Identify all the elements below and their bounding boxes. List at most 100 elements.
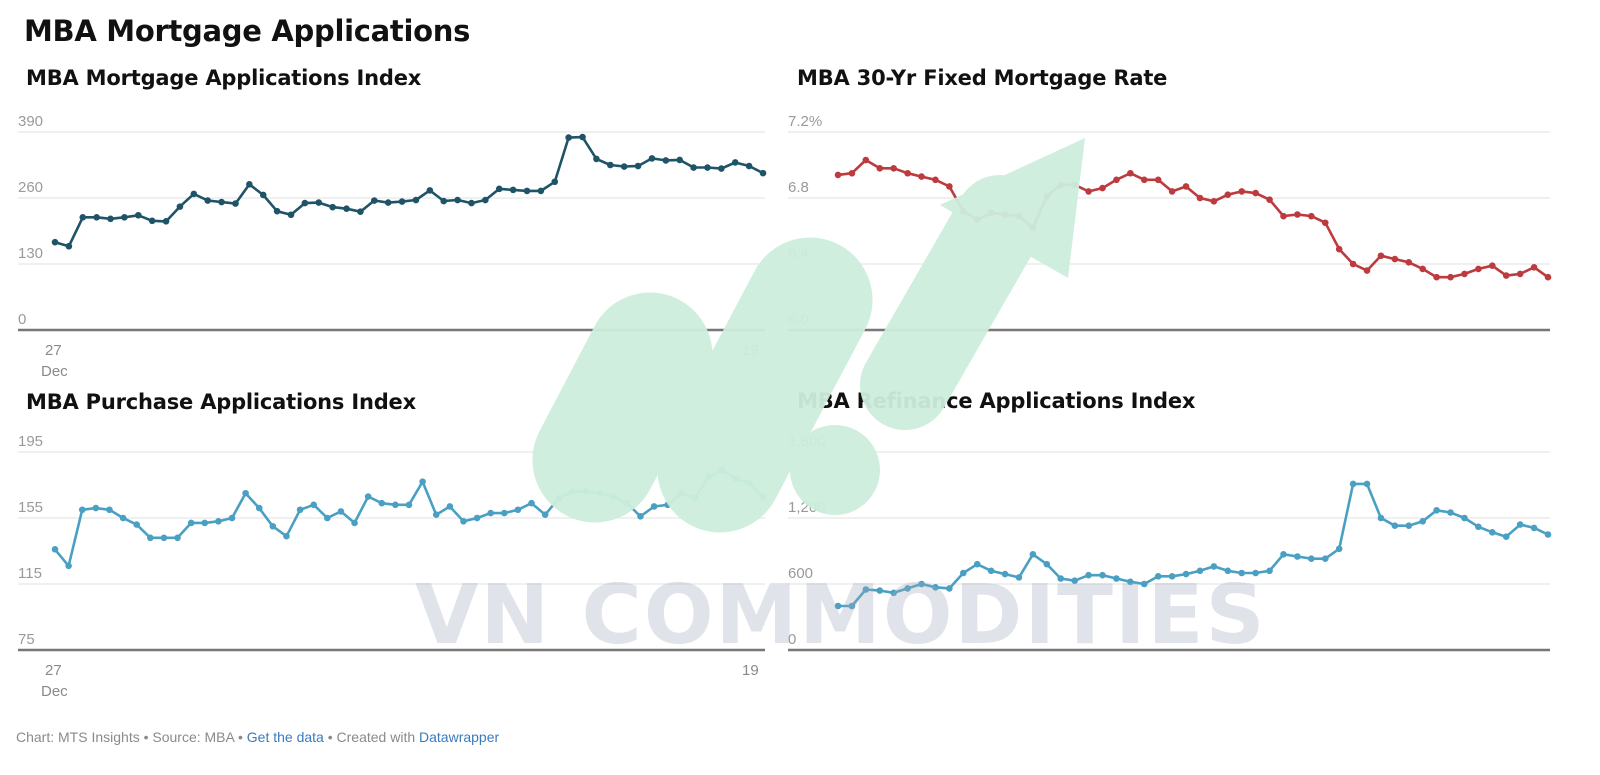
data-point bbox=[565, 134, 572, 141]
data-point bbox=[932, 176, 939, 184]
data-point bbox=[440, 197, 448, 205]
data-point bbox=[718, 165, 725, 172]
data-point bbox=[1280, 212, 1287, 220]
data-point bbox=[834, 602, 842, 610]
data-point bbox=[228, 514, 236, 522]
data-point bbox=[1530, 524, 1538, 532]
data-point bbox=[351, 519, 358, 527]
data-point bbox=[704, 164, 711, 171]
data-point bbox=[1391, 255, 1399, 263]
data-point bbox=[1099, 571, 1106, 579]
data-point bbox=[959, 569, 967, 577]
data-point bbox=[1321, 219, 1329, 227]
data-point bbox=[1224, 191, 1232, 198]
data-point bbox=[1266, 567, 1273, 575]
data-point bbox=[1377, 252, 1385, 260]
data-point bbox=[1335, 245, 1343, 253]
data-point bbox=[946, 183, 953, 190]
data-point bbox=[537, 187, 545, 195]
data-point bbox=[862, 586, 870, 593]
data-point bbox=[1113, 575, 1120, 582]
data-point bbox=[269, 522, 277, 530]
data-point bbox=[1489, 262, 1496, 269]
data-point bbox=[1057, 575, 1065, 582]
data-point bbox=[1544, 531, 1552, 538]
data-point bbox=[1516, 270, 1524, 278]
data-point bbox=[946, 585, 953, 592]
data-point bbox=[1085, 571, 1092, 579]
data-point bbox=[468, 199, 475, 207]
y-tick-label: 1,800 bbox=[788, 433, 826, 450]
data-point bbox=[904, 169, 911, 177]
data-point bbox=[1516, 521, 1524, 528]
data-point bbox=[1530, 264, 1538, 271]
data-point bbox=[759, 493, 767, 500]
data-point bbox=[78, 506, 86, 514]
data-point bbox=[650, 503, 658, 510]
data-point bbox=[343, 205, 350, 212]
y-tick-label: 6.4 bbox=[788, 245, 809, 262]
data-point bbox=[514, 506, 522, 514]
data-point bbox=[107, 215, 114, 223]
data-point bbox=[876, 165, 884, 172]
data-point bbox=[904, 585, 911, 592]
data-point bbox=[378, 499, 386, 507]
data-point bbox=[283, 532, 290, 540]
data-point bbox=[106, 506, 113, 514]
data-point bbox=[1127, 578, 1134, 586]
data-point bbox=[1252, 189, 1259, 197]
data-point bbox=[1015, 574, 1023, 581]
data-point bbox=[862, 156, 870, 164]
data-point bbox=[1335, 545, 1343, 553]
data-point bbox=[255, 504, 263, 512]
data-point bbox=[1113, 176, 1120, 184]
data-point bbox=[315, 199, 323, 206]
data-point bbox=[134, 211, 142, 219]
data-point bbox=[1363, 267, 1371, 274]
data-point bbox=[848, 602, 856, 610]
data-point bbox=[1419, 518, 1427, 525]
x-tick-month-label: Dec bbox=[41, 363, 68, 380]
data-point bbox=[1071, 577, 1078, 584]
data-point bbox=[93, 213, 100, 221]
data-point bbox=[259, 191, 267, 199]
data-point bbox=[555, 494, 563, 502]
data-point bbox=[1238, 188, 1246, 195]
data-point bbox=[454, 196, 461, 204]
data-point bbox=[1308, 555, 1315, 562]
watermark-text: VN COMMODITIES bbox=[415, 568, 1267, 663]
data-point bbox=[65, 562, 72, 570]
get-data-link[interactable]: Get the data bbox=[246, 729, 324, 745]
data-point bbox=[690, 164, 697, 171]
data-point bbox=[65, 242, 73, 250]
chart-refinance-index: 0 600 1,200 1,800 bbox=[788, 433, 1552, 652]
data-point bbox=[890, 165, 897, 172]
data-point bbox=[119, 514, 127, 522]
data-point bbox=[918, 173, 925, 180]
data-point bbox=[162, 218, 170, 225]
data-point bbox=[1391, 522, 1399, 529]
data-point bbox=[218, 198, 225, 206]
data-point bbox=[287, 211, 295, 219]
data-point bbox=[501, 509, 508, 517]
series-line bbox=[837, 158, 1549, 279]
data-point bbox=[1127, 169, 1134, 177]
data-point bbox=[204, 197, 212, 204]
data-point bbox=[634, 162, 642, 170]
data-point bbox=[419, 478, 426, 485]
y-tick-label: 0 bbox=[18, 311, 26, 328]
series-line bbox=[54, 135, 764, 248]
data-point bbox=[718, 466, 726, 474]
data-point bbox=[473, 514, 481, 522]
data-point bbox=[1349, 480, 1357, 488]
data-point bbox=[1419, 265, 1427, 273]
datawrapper-link[interactable]: Datawrapper bbox=[419, 729, 500, 745]
data-point bbox=[432, 511, 440, 518]
x-tick-label: 27 bbox=[45, 342, 62, 359]
data-point bbox=[412, 196, 420, 204]
data-point bbox=[121, 213, 128, 221]
data-point bbox=[569, 488, 576, 495]
y-tick-label: 0 bbox=[788, 631, 796, 648]
data-point bbox=[1043, 193, 1051, 200]
data-point bbox=[1294, 553, 1301, 560]
